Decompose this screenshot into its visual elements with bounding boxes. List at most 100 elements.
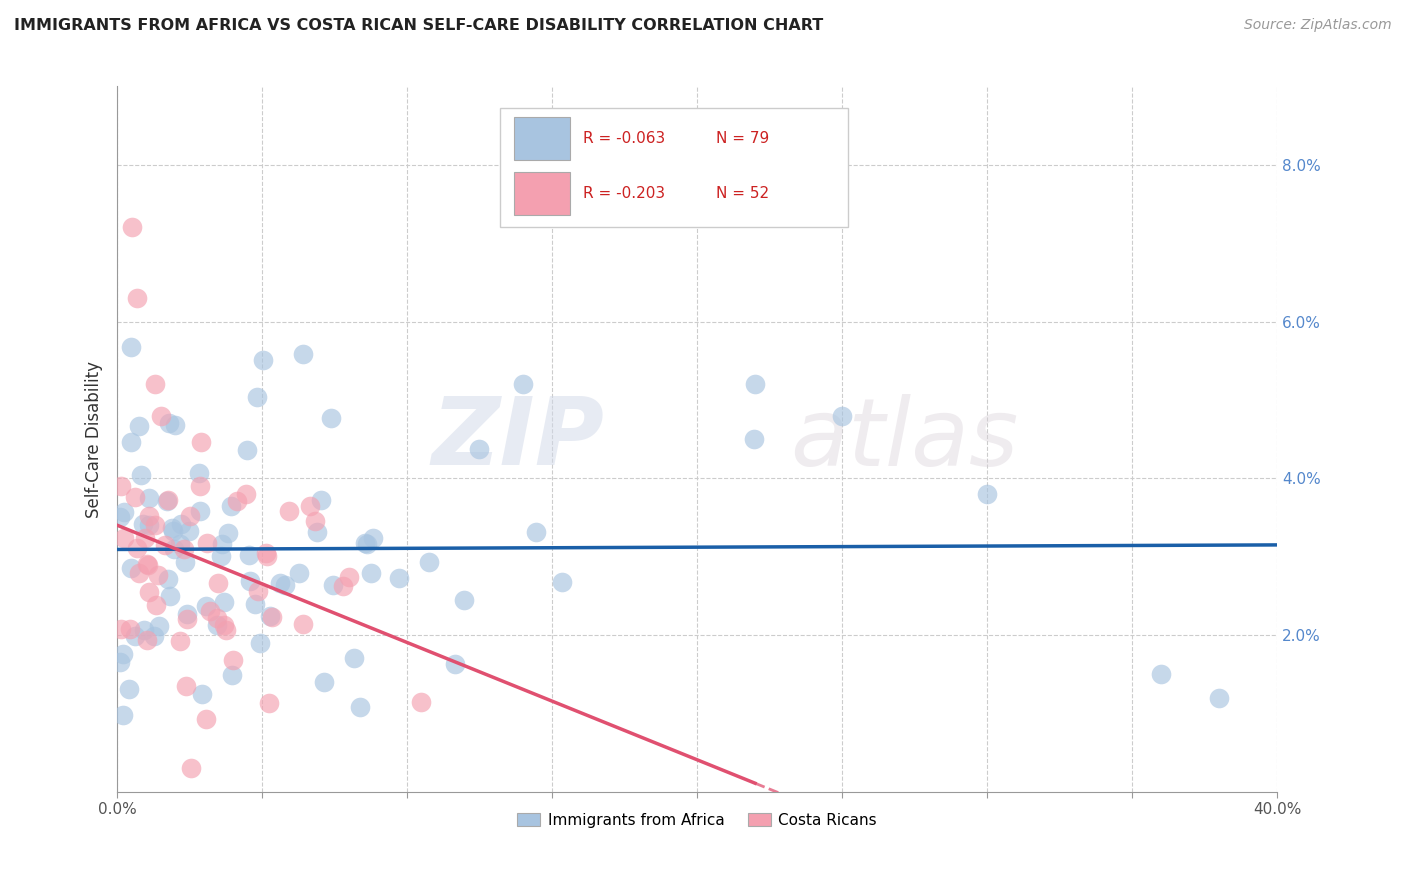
Point [212, 617, 235, 632]
Point [249, 636, 271, 650]
Point [304, 514, 326, 528]
Point [146, 567, 169, 582]
Point [215, 623, 238, 637]
Point [1208, 690, 1230, 705]
Point [274, 578, 297, 592]
Point [512, 377, 534, 392]
Point [127, 291, 149, 305]
Point [190, 687, 212, 701]
Point [143, 629, 166, 643]
Point [138, 491, 160, 505]
Point [356, 537, 378, 551]
Point [149, 409, 172, 423]
Point [163, 542, 186, 557]
Point [110, 655, 132, 669]
Point [207, 617, 229, 632]
Point [337, 570, 360, 584]
Point [179, 524, 201, 538]
Point [148, 619, 170, 633]
Point [170, 516, 193, 531]
Point [138, 585, 160, 599]
Point [180, 761, 202, 775]
Point [190, 434, 212, 449]
Point [134, 531, 156, 545]
Point [354, 536, 377, 550]
Point [239, 574, 262, 588]
Legend: Immigrants from Africa, Costa Ricans: Immigrants from Africa, Costa Ricans [512, 806, 883, 834]
Point [209, 549, 232, 563]
Point [288, 566, 311, 581]
Point [349, 700, 371, 714]
Text: ZIP: ZIP [432, 393, 605, 485]
Point [211, 537, 233, 551]
Point [136, 633, 159, 648]
Point [219, 499, 242, 513]
Point [205, 611, 228, 625]
Text: atlas: atlas [790, 393, 1018, 484]
Point [221, 653, 243, 667]
Point [118, 622, 141, 636]
Point [120, 561, 142, 575]
Point [256, 549, 278, 563]
Point [174, 679, 197, 693]
Point [307, 525, 329, 540]
Point [194, 712, 217, 726]
Point [169, 537, 191, 551]
Point [111, 647, 134, 661]
Point [361, 531, 384, 545]
Point [212, 595, 235, 609]
Point [174, 555, 197, 569]
Point [453, 592, 475, 607]
Point [343, 651, 366, 665]
Point [1150, 667, 1173, 681]
Point [179, 508, 201, 523]
Point [157, 493, 180, 508]
Point [138, 518, 160, 533]
Point [124, 629, 146, 643]
Point [225, 493, 247, 508]
Y-axis label: Self-Care Disability: Self-Care Disability [86, 360, 103, 517]
Point [143, 377, 166, 392]
Point [322, 577, 344, 591]
Point [262, 609, 284, 624]
Point [108, 510, 131, 524]
Point [159, 590, 181, 604]
Point [252, 352, 274, 367]
Point [136, 558, 159, 573]
Point [235, 442, 257, 457]
Point [138, 509, 160, 524]
Point [976, 487, 998, 501]
Point [235, 486, 257, 500]
Point [188, 479, 211, 493]
Point [157, 416, 180, 430]
Point [128, 418, 150, 433]
Point [132, 623, 155, 637]
Point [136, 558, 159, 572]
Point [127, 541, 149, 555]
Point [291, 347, 314, 361]
Point [145, 598, 167, 612]
Point [169, 634, 191, 648]
Point [110, 479, 132, 493]
Point [291, 616, 314, 631]
Point [332, 579, 354, 593]
Point [195, 536, 218, 550]
Point [468, 442, 491, 457]
Point [360, 566, 382, 580]
Point [744, 377, 766, 392]
Point [128, 566, 150, 581]
Point [742, 432, 765, 446]
Point [198, 604, 221, 618]
Point [298, 499, 321, 513]
Point [157, 572, 180, 586]
Point [194, 599, 217, 613]
Point [132, 516, 155, 531]
Point [129, 467, 152, 482]
Point [143, 517, 166, 532]
Point [444, 657, 467, 672]
Point [256, 546, 278, 560]
Point [277, 504, 299, 518]
Point [246, 390, 269, 404]
Point [118, 682, 141, 697]
Point [524, 525, 547, 540]
